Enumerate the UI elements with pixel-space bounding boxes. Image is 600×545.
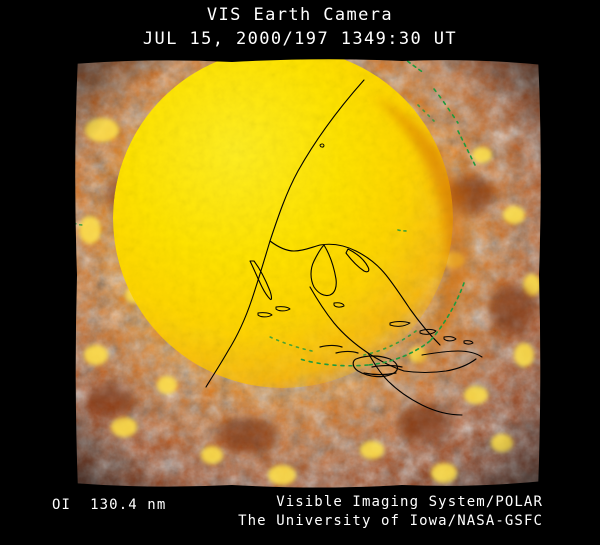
image-frame-clip bbox=[74, 57, 542, 489]
affiliation-label: The University of Iowa/NASA-GSFC bbox=[238, 513, 543, 529]
wavelength-label: OI 130.4 nm bbox=[52, 497, 167, 513]
page-title: VIS Earth Camera bbox=[206, 5, 394, 25]
instrument-label: Visible Imaging System/POLAR bbox=[276, 494, 543, 510]
earth-image-panel bbox=[72, 55, 544, 491]
frame-edge bbox=[72, 55, 544, 491]
frame-vignette bbox=[74, 57, 542, 489]
observation-timestamp: JUL 15, 2000/197 1349:30 UT bbox=[142, 29, 458, 49]
earth-uv-image bbox=[72, 55, 544, 491]
